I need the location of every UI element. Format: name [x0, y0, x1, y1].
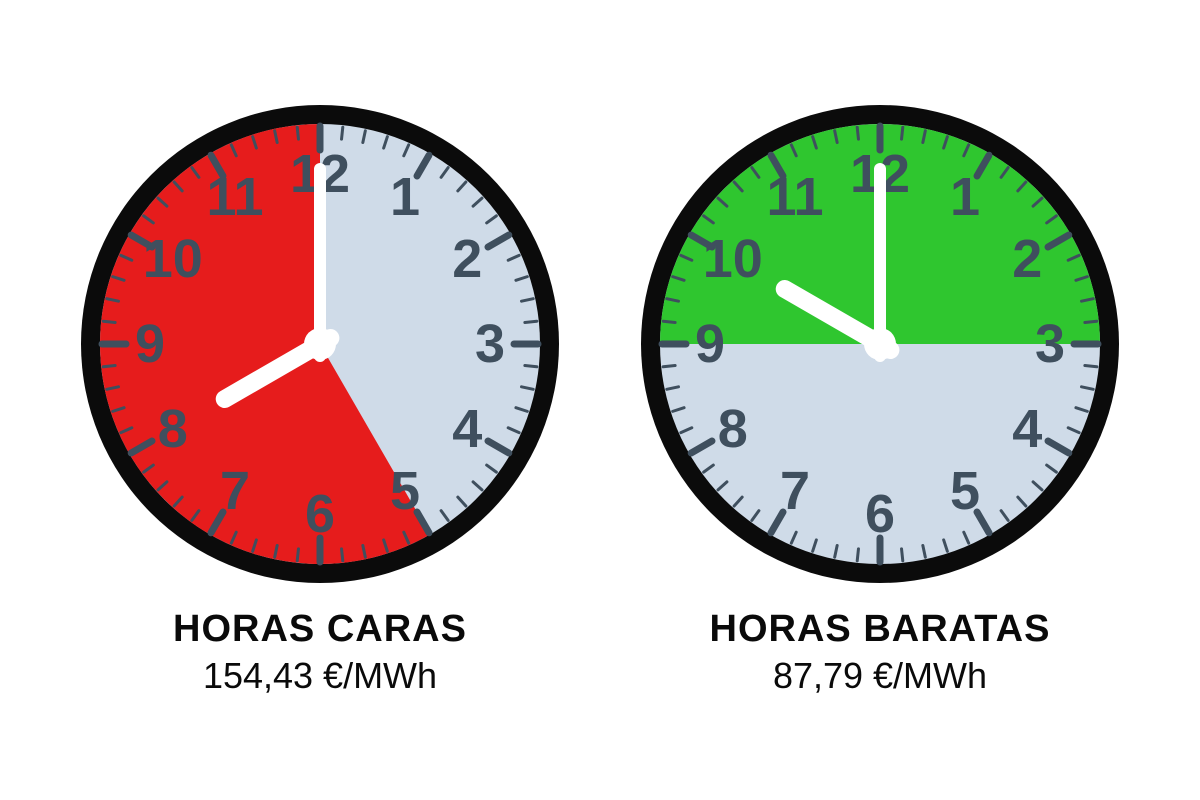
expensive-panel: 123456789101112 HORAS CARAS 154,43 €/MWh — [80, 104, 560, 697]
svg-text:10: 10 — [703, 229, 763, 289]
expensive-price: 154,43 €/MWh — [173, 655, 467, 697]
svg-text:8: 8 — [158, 399, 188, 459]
svg-text:8: 8 — [718, 399, 748, 459]
svg-text:7: 7 — [780, 461, 810, 521]
cheap-price: 87,79 €/MWh — [710, 655, 1051, 697]
svg-text:4: 4 — [1012, 399, 1042, 459]
svg-text:5: 5 — [390, 461, 420, 521]
svg-text:6: 6 — [865, 484, 895, 544]
svg-text:9: 9 — [135, 314, 165, 374]
cheap-panel: 123456789101112 HORAS BARATAS 87,79 €/MW… — [640, 104, 1120, 697]
clock-expensive: 123456789101112 — [80, 104, 560, 584]
expensive-title: HORAS CARAS — [173, 608, 467, 651]
expensive-labels: HORAS CARAS 154,43 €/MWh — [173, 608, 467, 697]
svg-text:7: 7 — [220, 461, 250, 521]
cheap-title: HORAS BARATAS — [710, 608, 1051, 651]
svg-text:2: 2 — [1012, 229, 1042, 289]
svg-text:1: 1 — [950, 166, 980, 226]
svg-text:1: 1 — [390, 166, 420, 226]
svg-text:11: 11 — [206, 166, 263, 226]
svg-text:6: 6 — [305, 484, 335, 544]
svg-text:5: 5 — [950, 461, 980, 521]
svg-text:3: 3 — [1035, 314, 1065, 374]
svg-text:3: 3 — [475, 314, 505, 374]
svg-text:2: 2 — [452, 229, 482, 289]
svg-text:10: 10 — [143, 229, 203, 289]
cheap-labels: HORAS BARATAS 87,79 €/MWh — [710, 608, 1051, 697]
svg-text:9: 9 — [695, 314, 725, 374]
svg-text:11: 11 — [766, 166, 823, 226]
svg-text:4: 4 — [452, 399, 482, 459]
clock-cheap: 123456789101112 — [640, 104, 1120, 584]
